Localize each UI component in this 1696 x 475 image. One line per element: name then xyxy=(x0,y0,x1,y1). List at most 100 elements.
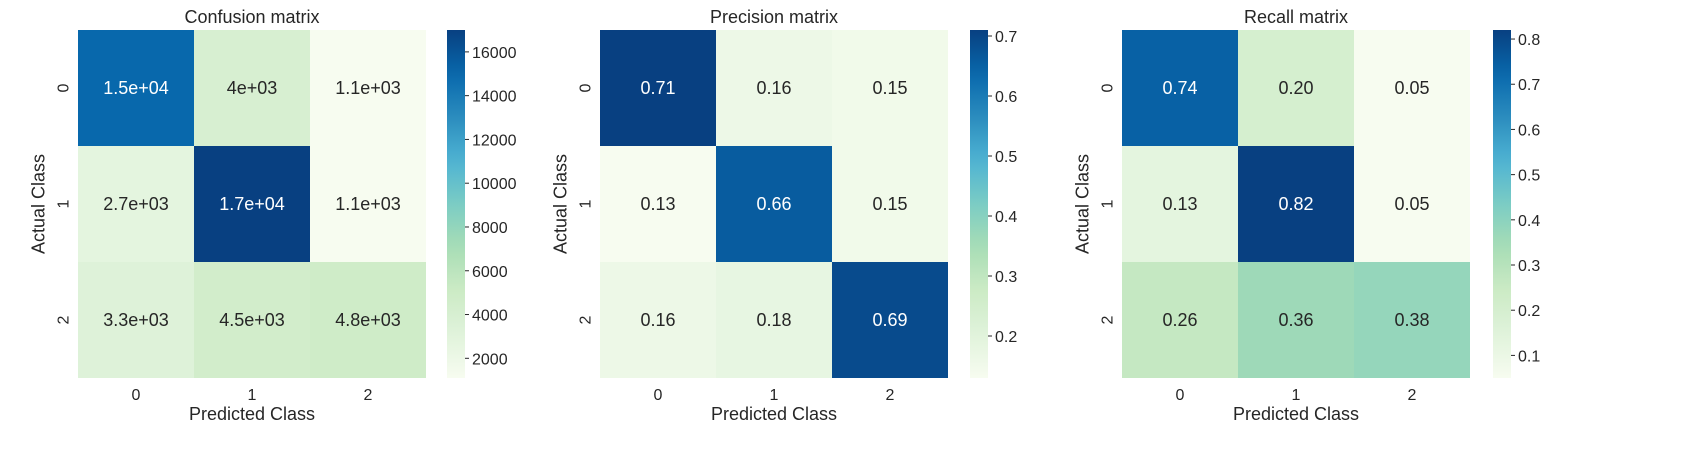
heatmap-cell xyxy=(716,262,832,378)
colorbar-tick-label: 0.5 xyxy=(1518,168,1540,185)
cell-annotation: 0.05 xyxy=(1394,78,1429,98)
heatmap-cell xyxy=(1122,262,1238,378)
cell-annotation: 0.13 xyxy=(1162,194,1197,214)
heatmap-cell xyxy=(194,30,310,146)
heatmap-cell xyxy=(716,30,832,146)
y-axis-label: Actual Class xyxy=(550,154,570,254)
x-axis-label: Predicted Class xyxy=(1233,404,1359,424)
y-tick-label: 0 xyxy=(1100,83,1117,92)
y-tick-label: 0 xyxy=(578,83,595,92)
heatmap-cell xyxy=(600,262,716,378)
cell-annotation: 1.7e+04 xyxy=(219,194,285,214)
cell-annotation: 4e+03 xyxy=(227,78,278,98)
x-tick-label: 0 xyxy=(1176,387,1185,404)
y-tick-label: 2 xyxy=(578,315,595,324)
heatmap-cell xyxy=(1238,262,1354,378)
y-tick-label: 0 xyxy=(56,83,73,92)
cell-annotation: 0.05 xyxy=(1394,194,1429,214)
colorbar-tick-label: 8000 xyxy=(472,220,508,237)
heatmap-cell xyxy=(600,146,716,262)
colorbar xyxy=(447,30,465,378)
cell-annotation: 0.82 xyxy=(1278,194,1313,214)
colorbar-tick-label: 6000 xyxy=(472,264,508,281)
x-tick-label: 0 xyxy=(132,387,141,404)
heatmap-panel-0: 1.5e+04 4e+03 1.1e+03 2.7e+03 1.7e+04 1.1e+03… xyxy=(28,7,516,424)
cell-annotation: 0.15 xyxy=(872,194,907,214)
colorbar-tick-label: 14000 xyxy=(472,89,517,106)
colorbar xyxy=(1493,30,1511,378)
x-axis-label: Predicted Class xyxy=(189,404,315,424)
cell-annotation: 0.26 xyxy=(1162,310,1197,330)
chart-title: Confusion matrix xyxy=(184,7,319,27)
cell-annotation: 0.74 xyxy=(1162,78,1197,98)
y-tick-label: 1 xyxy=(56,199,73,208)
cell-annotation: 0.71 xyxy=(640,78,675,98)
heatmap-cell xyxy=(600,30,716,146)
heatmap-cell xyxy=(1354,146,1470,262)
chart-title: Precision matrix xyxy=(710,7,838,27)
heatmap-cell xyxy=(310,262,426,378)
colorbar-tick-label: 10000 xyxy=(472,176,517,193)
cell-annotation: 1.5e+04 xyxy=(103,78,169,98)
cell-annotation: 0.15 xyxy=(872,78,907,98)
colorbar-tick-label: 0.4 xyxy=(995,209,1017,226)
y-tick-label: 1 xyxy=(1100,199,1117,208)
x-tick-label: 1 xyxy=(770,387,779,404)
heatmap-cell xyxy=(832,146,948,262)
heatmap-cell xyxy=(832,30,948,146)
heatmap-panel-1: 0.71 0.16 0.150.13 0.66 0.150.16 0.18 0.69Prec… xyxy=(550,7,1017,424)
heatmap-panel-2: 0.74 0.20 0.050.13 0.82 0.050.26 0.36 0.38Reca… xyxy=(1072,7,1540,424)
y-tick-label: 2 xyxy=(1100,315,1117,324)
x-tick-label: 1 xyxy=(1292,387,1301,404)
colorbar-tick-label: 0.6 xyxy=(995,89,1017,106)
x-tick-label: 0 xyxy=(654,387,663,404)
x-tick-label: 2 xyxy=(1408,387,1417,404)
x-tick-label: 2 xyxy=(886,387,895,404)
cell-annotation: 1.1e+03 xyxy=(335,194,401,214)
colorbar-tick-label: 0.3 xyxy=(995,269,1017,286)
cell-annotation: 4.8e+03 xyxy=(335,310,401,330)
colorbar-tick-label: 0.4 xyxy=(1518,213,1540,230)
colorbar-tick-label: 0.3 xyxy=(1518,258,1540,275)
heatmap-cell xyxy=(194,262,310,378)
cell-annotation: 0.16 xyxy=(640,310,675,330)
colorbar-tick-label: 0.7 xyxy=(1518,77,1540,94)
cell-annotation: 0.38 xyxy=(1394,310,1429,330)
x-tick-label: 1 xyxy=(248,387,257,404)
x-tick-label: 2 xyxy=(364,387,373,404)
cell-annotation: 0.18 xyxy=(756,310,791,330)
heatmap-cell xyxy=(716,146,832,262)
cell-annotation: 3.3e+03 xyxy=(103,310,169,330)
colorbar-tick-label: 0.6 xyxy=(1518,122,1540,139)
colorbar-tick-label: 0.7 xyxy=(995,29,1017,46)
heatmap-cell xyxy=(1122,146,1238,262)
chart-title: Recall matrix xyxy=(1244,7,1348,27)
heatmap-cell xyxy=(78,146,194,262)
heatmap-cell xyxy=(832,262,948,378)
heatmap-cell xyxy=(1354,30,1470,146)
colorbar-tick-label: 0.8 xyxy=(1518,32,1540,49)
heatmap-cell xyxy=(1238,30,1354,146)
cell-annotation: 0.66 xyxy=(756,194,791,214)
cell-annotation: 0.16 xyxy=(756,78,791,98)
cell-annotation: 1.1e+03 xyxy=(335,78,401,98)
x-axis-label: Predicted Class xyxy=(711,404,837,424)
colorbar-tick-label: 2000 xyxy=(472,351,508,368)
cell-annotation: 0.69 xyxy=(872,310,907,330)
cell-annotation: 0.20 xyxy=(1278,78,1313,98)
cell-annotation: 0.13 xyxy=(640,194,675,214)
heatmap-cell xyxy=(194,146,310,262)
cell-annotation: 2.7e+03 xyxy=(103,194,169,214)
heatmap-cell xyxy=(1122,30,1238,146)
cell-annotation: 0.36 xyxy=(1278,310,1313,330)
colorbar-tick-label: 4000 xyxy=(472,308,508,325)
colorbar-tick-label: 16000 xyxy=(472,45,517,62)
y-axis-label: Actual Class xyxy=(28,154,48,254)
colorbar-tick-label: 12000 xyxy=(472,132,517,149)
heatmap-cell xyxy=(1238,146,1354,262)
colorbar-tick-label: 0.5 xyxy=(995,149,1017,166)
heatmap-cell xyxy=(78,30,194,146)
colorbar-tick-label: 0.1 xyxy=(1518,348,1540,365)
cell-annotation: 4.5e+03 xyxy=(219,310,285,330)
heatmap-cell xyxy=(310,30,426,146)
